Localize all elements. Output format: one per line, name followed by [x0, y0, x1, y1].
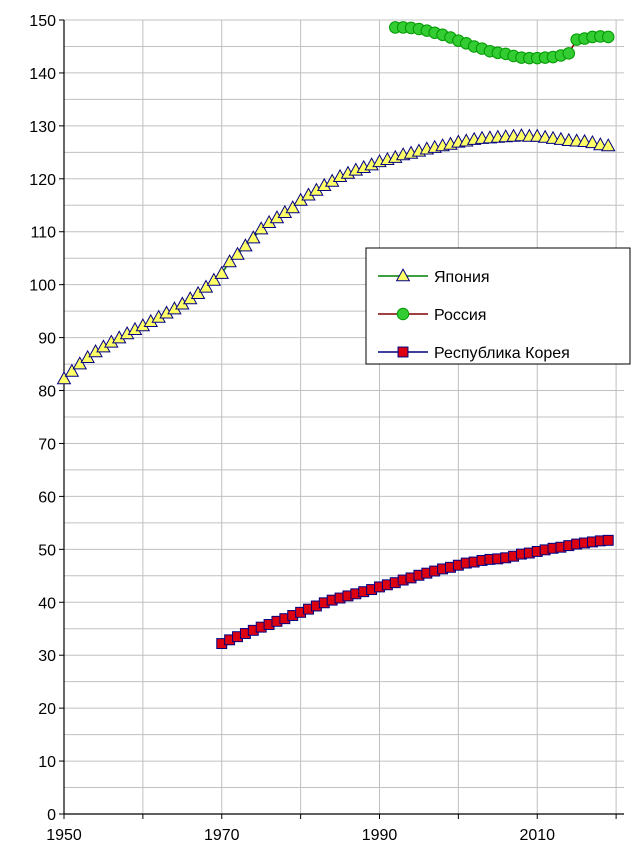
legend-marker-russia: [396, 307, 410, 321]
data-point-japan: [253, 221, 269, 235]
x-tick-label: 2010: [519, 827, 555, 844]
legend-label-japan: Япония: [434, 269, 490, 286]
series-layer: [56, 21, 616, 650]
data-point-japan: [206, 272, 222, 286]
data-point-japan: [190, 285, 206, 299]
x-tick-label: 1990: [362, 827, 398, 844]
x-tick-label: 1950: [46, 827, 82, 844]
series-russia: [389, 21, 615, 65]
axes: 0 10 20 30 40 50 60 70 80 90 100 110 120 130 140 150 195…: [29, 13, 624, 844]
data-point-japan: [585, 134, 600, 149]
data-point-japan: [230, 246, 245, 260]
y-tick-label: 50: [38, 542, 56, 559]
legend-box: [365, 247, 631, 365]
data-point-japan: [72, 356, 88, 370]
legend-label-russia: Россия: [434, 307, 486, 324]
y-tick-label: 90: [38, 331, 56, 348]
y-tick-label: 100: [29, 278, 56, 295]
data-point-japan: [238, 238, 253, 252]
data-point-japan: [214, 265, 229, 279]
data-point-russia: [562, 47, 576, 60]
y-tick-label: 80: [38, 384, 56, 401]
y-tick-label: 10: [38, 754, 56, 771]
data-point-japan: [56, 371, 72, 385]
y-tick-label: 0: [47, 807, 56, 824]
y-tick-label: 30: [38, 648, 56, 665]
data-point-japan: [285, 200, 300, 214]
data-point-japan: [246, 230, 261, 244]
y-tick-label: 70: [38, 436, 56, 453]
y-tick-label: 20: [38, 701, 56, 718]
data-point-japan: [198, 279, 214, 293]
series-japan: [56, 128, 616, 385]
y-tick-label: 140: [29, 66, 56, 83]
data-point-japan: [64, 363, 80, 377]
data-point-japan: [222, 254, 237, 268]
legend-marker-japan: [395, 268, 411, 282]
y-tick-label: 120: [29, 172, 56, 189]
x-tick-label: 1970: [204, 827, 240, 844]
y-tick-label: 60: [38, 489, 56, 506]
data-point-japan: [600, 138, 616, 152]
y-tick-label: 40: [38, 595, 56, 612]
legend-label-korea: Республика Корея: [434, 345, 570, 362]
y-tick-label: 110: [30, 225, 56, 242]
data-point-korea: [602, 534, 614, 546]
series-korea: [216, 534, 614, 650]
legend: Япония Россия Республика Корея: [365, 247, 631, 365]
data-point-russia: [601, 30, 615, 44]
legend-marker-korea: [397, 346, 409, 358]
y-tick-label: 150: [29, 13, 56, 30]
y-tick-label: 130: [29, 119, 56, 136]
